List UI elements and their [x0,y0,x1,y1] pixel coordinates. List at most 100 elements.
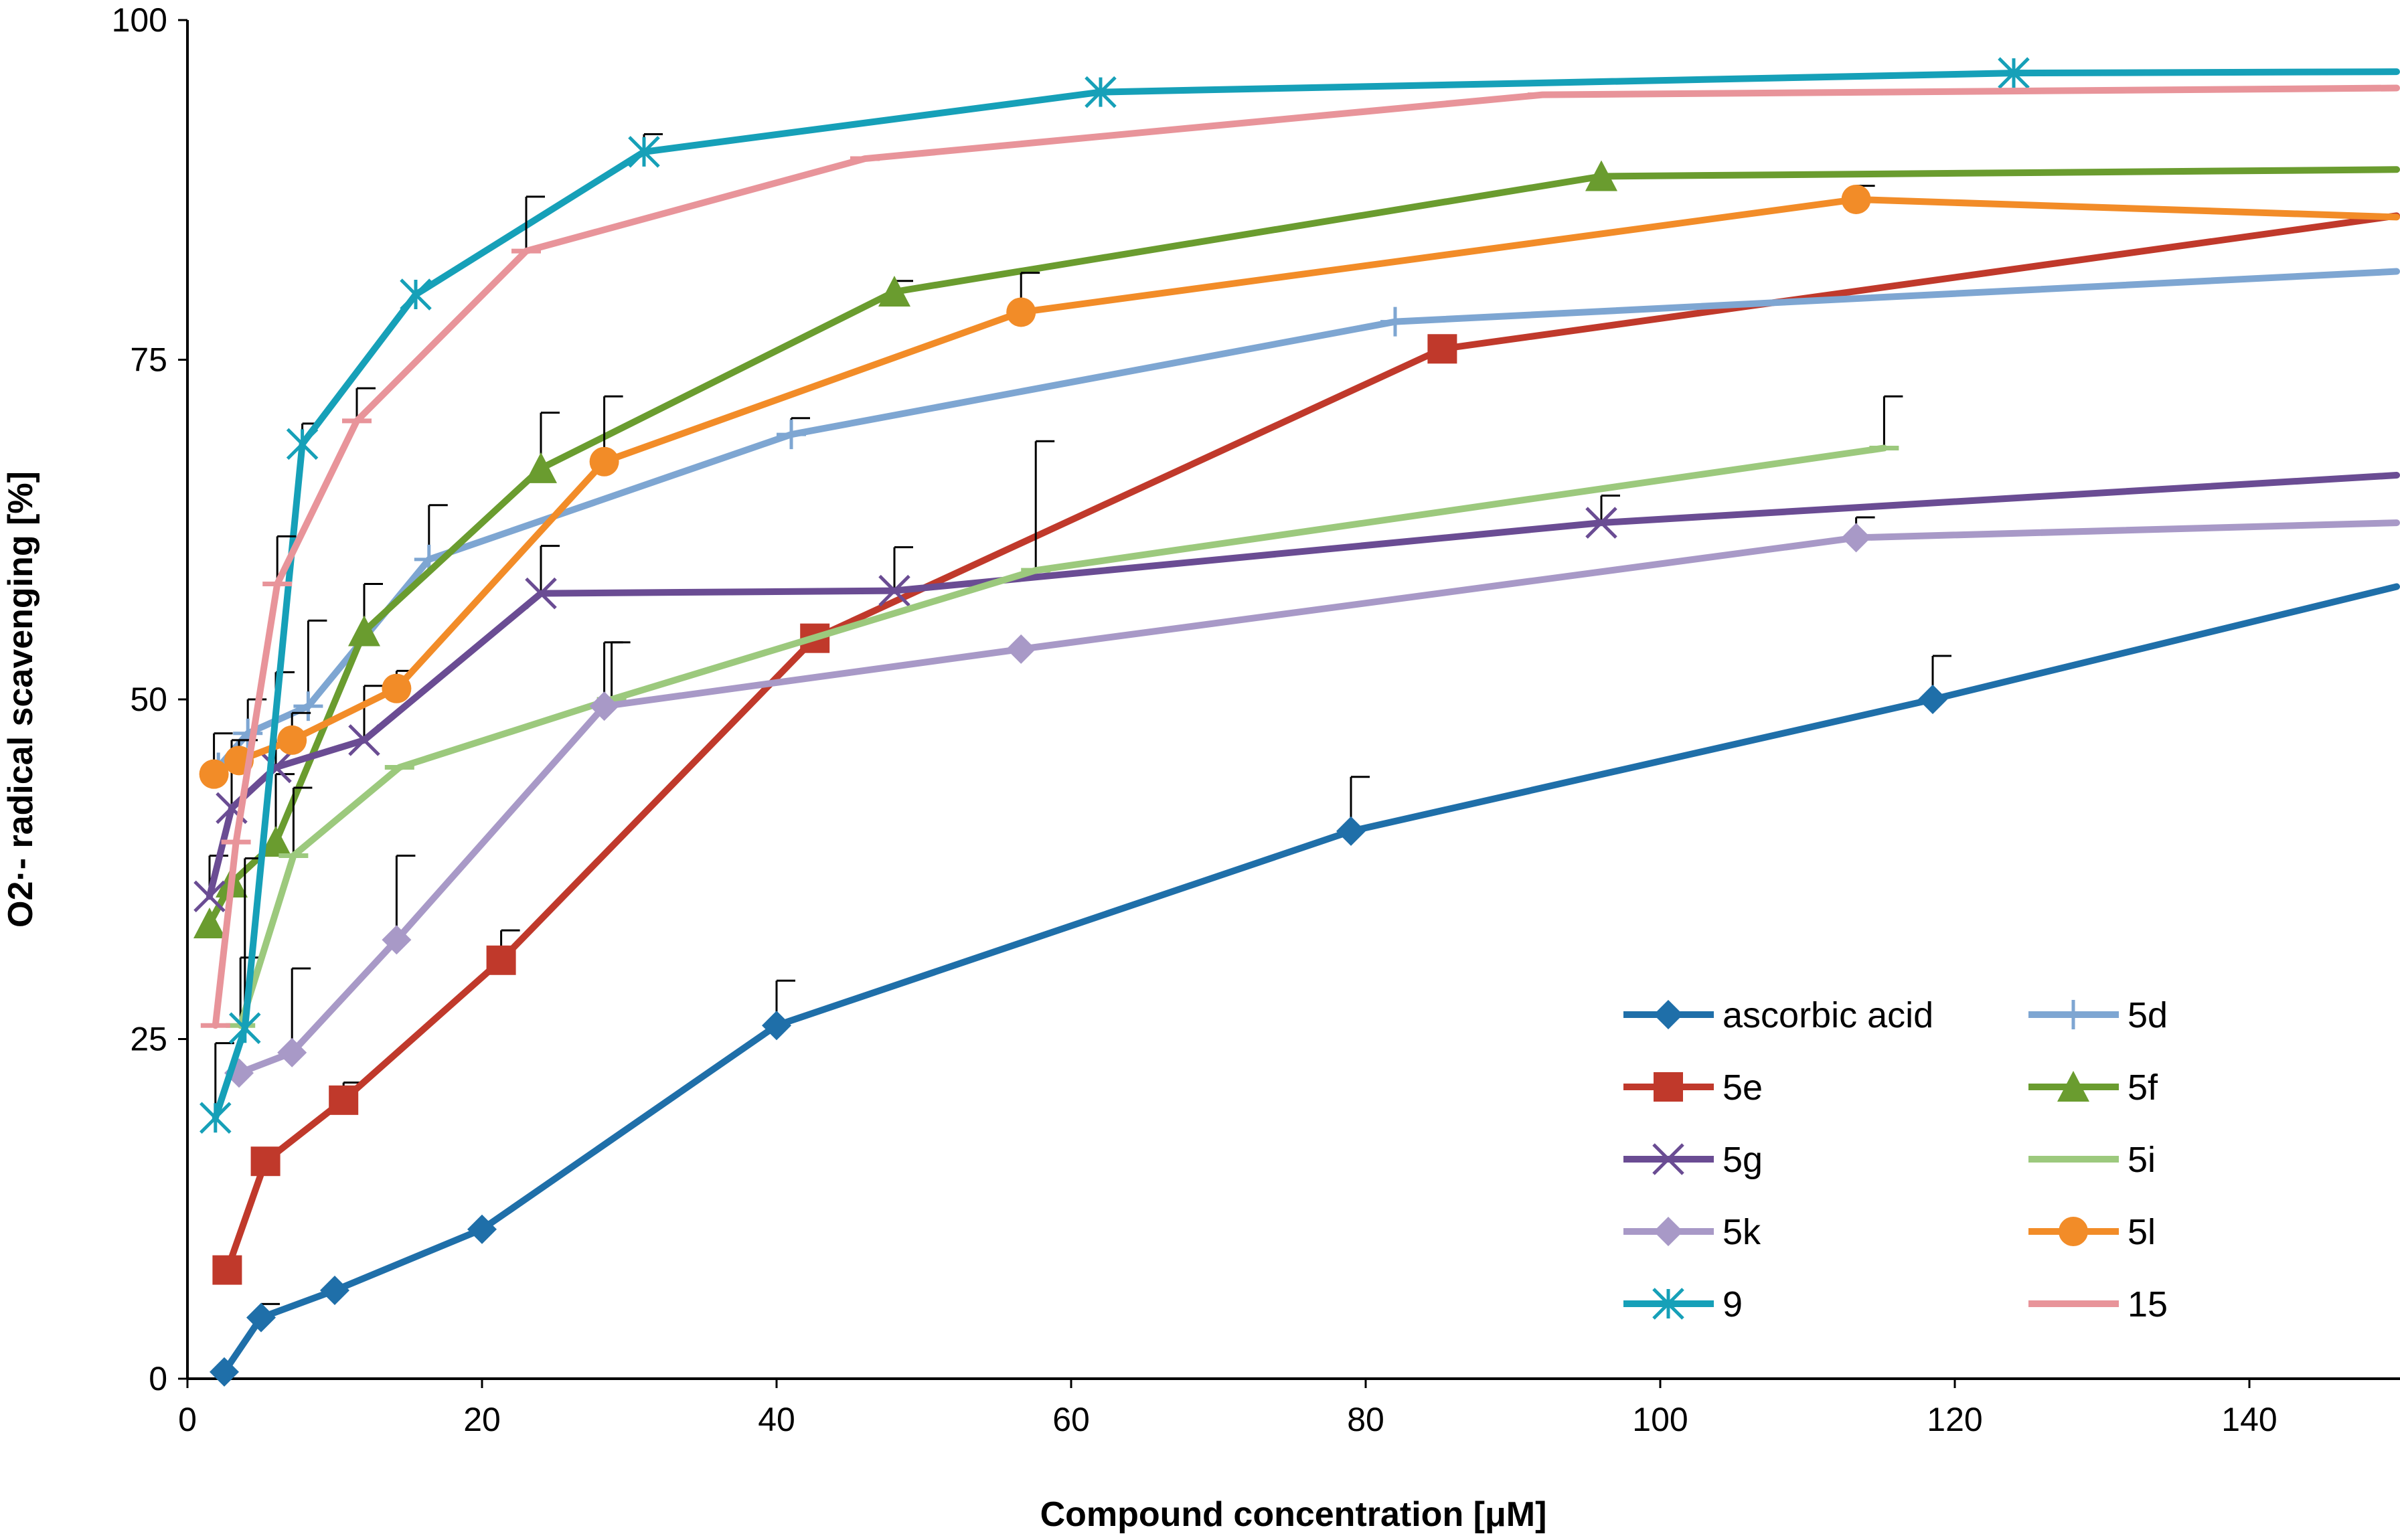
data-point [1336,816,1366,846]
error-bar [1034,440,1055,571]
axes: 0 20 40 60 80 100 120 140 0 25 50 75 100 [112,1,2400,1438]
x-tick-label: 40 [758,1401,795,1438]
data-point [193,907,226,938]
x-tick-label: 140 [2221,1401,2277,1438]
legend-item-ascorbic-acid: ascorbic acid [1623,995,1933,1035]
error-bar [1600,495,1620,523]
error-bar [525,195,545,252]
data-point [1380,307,1410,337]
data-point [1006,634,1036,664]
y-tick-label: 50 [130,681,167,718]
y-tick-label: 0 [149,1360,167,1397]
data-point [229,1012,261,1045]
x-tick-label: 80 [1347,1401,1384,1438]
series-layer [193,57,2400,1387]
series-line-ascorbic-acid [221,583,2400,1375]
legend-marker [1654,1000,1683,1029]
series-line-9 [212,68,2400,1122]
error-bar [292,786,313,856]
y-tick-label: 25 [130,1021,167,1058]
data-point [467,1214,497,1244]
data-point [246,1302,276,1333]
series-5g [193,472,2400,913]
data-point [329,1085,359,1115]
legend-item-5l: 5l [2028,1212,2156,1252]
error-bar [363,685,383,740]
x-tick-label: 120 [1927,1401,1982,1438]
legend-label: 5d [2128,995,2168,1035]
legend-label: 5i [2128,1140,2156,1180]
legend-label: 5e [1723,1067,1763,1108]
data-point [199,1102,232,1134]
data-point [1085,76,1117,108]
data-point [1585,160,1617,191]
legend-label: ascorbic acid [1723,995,1933,1035]
data-point [589,446,619,477]
data-point [525,577,557,610]
data-point [486,945,516,975]
data-point [1006,297,1036,327]
y-ticks: 0 25 50 75 100 [112,1,187,1397]
legend-label: 15 [2128,1284,2168,1324]
legend-item-5f: 5f [2028,1067,2158,1108]
data-point [260,751,292,784]
series-9 [199,57,2400,1134]
data-point [277,1037,307,1067]
legend-label: 5g [1723,1140,1763,1180]
data-point [348,615,380,647]
series-5d [204,268,2400,782]
series-15 [200,84,2400,1029]
series-5k [224,516,2400,1088]
data-point [628,136,660,168]
series-5l [199,184,2400,789]
data-point [382,925,412,955]
legend-item-9: 9 [1623,1284,1743,1324]
data-point [1841,184,1871,214]
legend-label: 5l [2128,1212,2156,1252]
legend-item-5i: 5i [2028,1140,2156,1180]
data-point [286,428,319,460]
data-point [348,724,380,756]
data-point [1585,507,1617,539]
data-point [277,725,307,755]
data-point [777,420,806,450]
legend-item-15: 15 [2028,1284,2168,1324]
x-ticks: 0 20 40 60 80 100 120 140 [178,1379,2277,1438]
error-bar [893,546,913,591]
legend-marker [1652,1288,1684,1320]
series-line-5d [215,268,2400,771]
y-axis-title: O2·- radical scavenging [%] [1,471,40,928]
legend-item-5d: 5d [2028,995,2168,1035]
error-bar [355,387,376,421]
series-line-5i [237,444,1888,1029]
data-point [400,278,432,311]
data-point [260,826,292,857]
x-tick-label: 60 [1052,1401,1090,1438]
legend-label: 5f [2128,1067,2158,1108]
data-point [762,1011,791,1041]
series-5e [212,212,2400,1285]
data-point [1998,57,2030,89]
series-line-15 [212,84,2400,1029]
legend-marker [1652,1143,1684,1175]
legend-marker [2059,1000,2088,1029]
data-point [525,452,557,483]
data-point [589,691,619,721]
legend-marker [1654,1217,1683,1246]
y-tick-label: 75 [130,341,167,379]
data-point [878,574,910,607]
legend-label: 5k [1723,1212,1761,1252]
data-point [382,673,412,703]
legend-label: 9 [1723,1284,1743,1324]
legend-marker [2059,1217,2088,1246]
data-point [1427,334,1457,364]
legend-item-5g: 5g [1623,1140,1763,1180]
data-point [1918,685,1947,714]
series-line-5f [206,166,2400,927]
data-point [878,276,910,307]
data-point [193,880,226,913]
error-bar [611,641,631,699]
series-5f [193,160,2400,938]
legend-item-5k: 5k [1623,1212,1761,1252]
